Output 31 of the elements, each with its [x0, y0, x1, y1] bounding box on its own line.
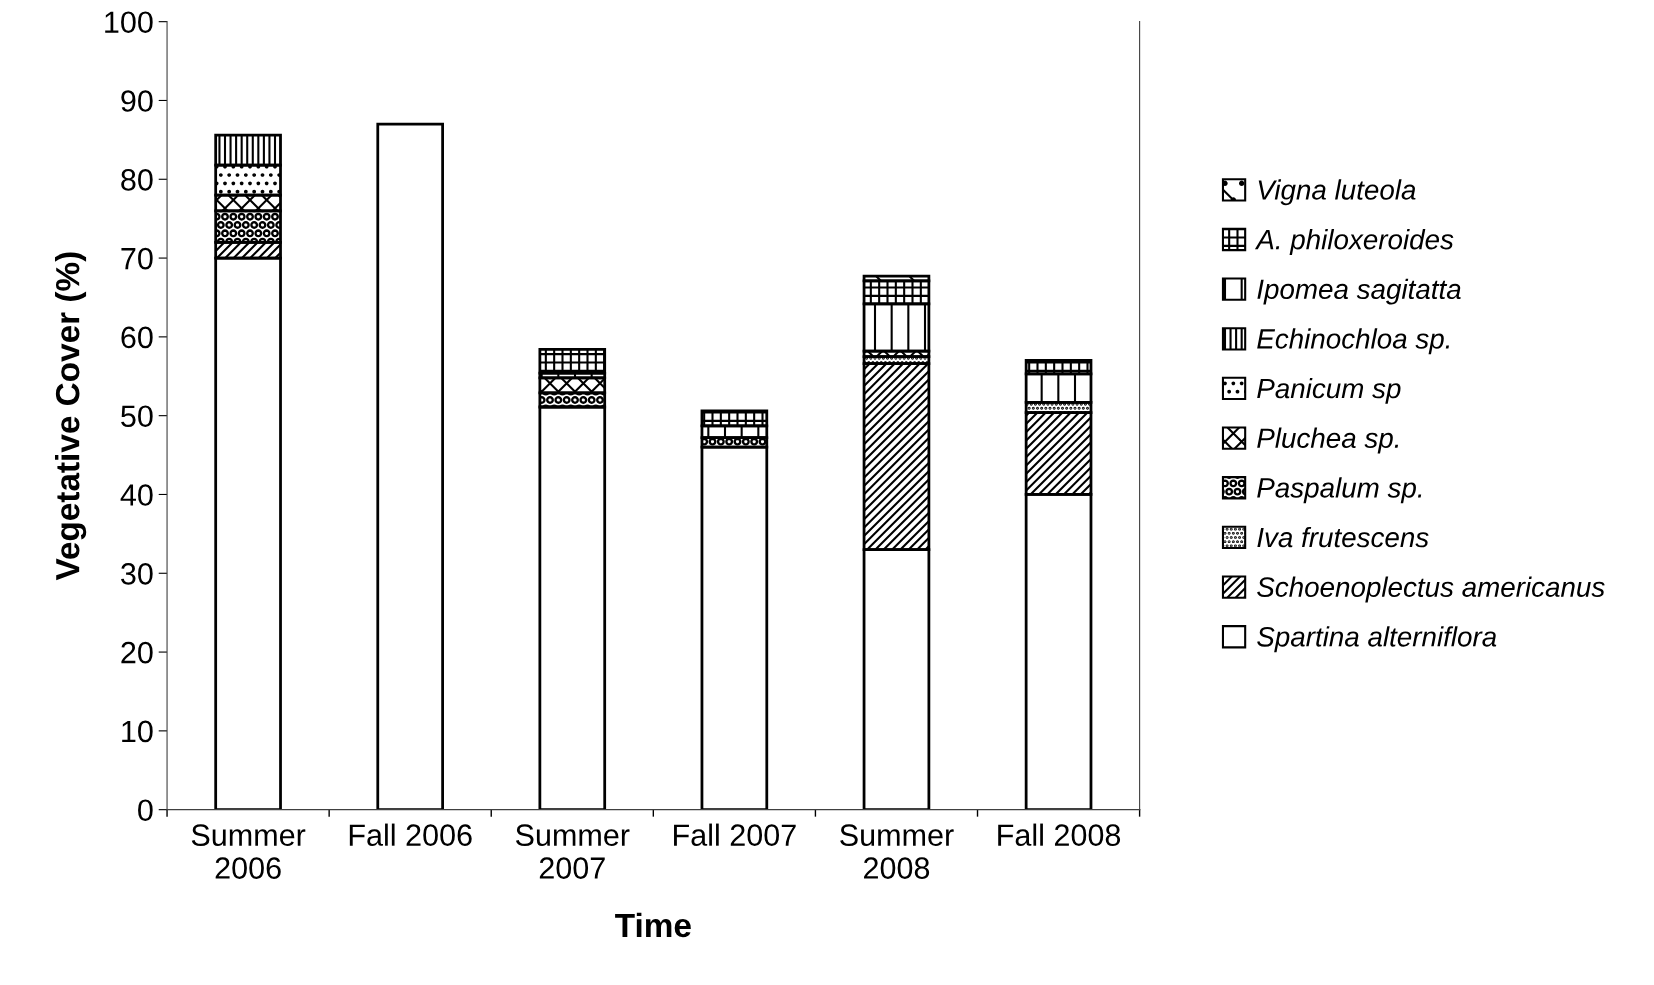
y-tick-label: 0 [138, 799, 153, 822]
y-tick-label: 70 [121, 247, 153, 270]
x-tick-label: Fall 2007 [674, 823, 796, 846]
legend-label: Vigna luteola [1258, 179, 1416, 206]
y-tick-label: 30 [121, 563, 153, 585]
legend-label: Echinochloa sp. [1257, 328, 1449, 355]
y-tick-label: 100 [105, 11, 153, 34]
legend-label: Paspalum sp. [1257, 477, 1422, 504]
x-axis-title: Time [615, 912, 691, 938]
y-tick-label: 10 [122, 720, 153, 743]
legend-label: Ipomea sagitatta [1257, 278, 1461, 305]
legend-label: Panicum sp [1257, 377, 1401, 404]
bar [538, 348, 607, 375]
x-tick-label: Summer 2008 [840, 824, 954, 879]
y-axis-title: Vegetative Cover (%) [55, 252, 87, 581]
x-tick-label: Fall 2006 [349, 823, 472, 846]
legend-label: Schoenoplectus americanus [1257, 576, 1605, 603]
x-tick-label: Summer 2006 [191, 824, 306, 879]
y-tick-label: 90 [121, 90, 153, 112]
x-tick-label: Summer 2007 [515, 824, 630, 879]
legend-label: Pluchea sp. [1257, 427, 1399, 454]
y-tick-label: 20 [121, 641, 153, 664]
y-tick-label: 80 [121, 169, 153, 191]
legend-label: A. philoxeroides [1254, 229, 1454, 255]
y-tick-label: 40 [120, 484, 153, 506]
bar [376, 122, 444, 810]
y-tick-label: 50 [121, 405, 153, 428]
x-tick-label: Fall 2008 [998, 823, 1121, 846]
legend-label: Spartina alterniflora [1257, 626, 1497, 653]
y-tick-label: 60 [121, 326, 153, 349]
legend-label: Iva frutescens [1257, 526, 1429, 548]
